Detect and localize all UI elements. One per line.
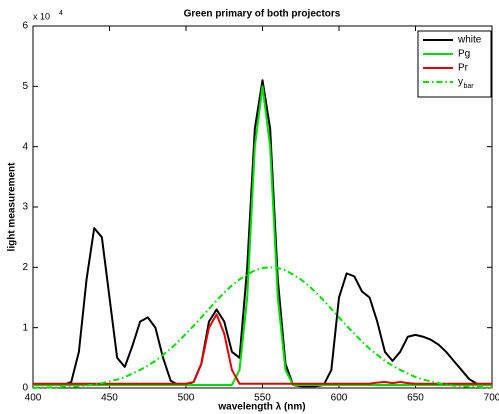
- y-tick-label: 3: [22, 202, 28, 213]
- x-tick-label: 650: [407, 393, 424, 404]
- legend-label: y: [458, 77, 463, 88]
- chart-title: Green primary of both projectors: [184, 9, 341, 20]
- legend-box: [417, 30, 492, 98]
- series-line: [33, 79, 492, 388]
- x-tick-label: 400: [25, 393, 42, 404]
- y-tick-label: 2: [22, 262, 28, 273]
- legend-label: Pg: [458, 49, 470, 60]
- y-tick-label: 1: [22, 322, 28, 333]
- series-line: [33, 313, 492, 385]
- y-multiplier-exponent: 4: [59, 10, 63, 17]
- x-tick-label: 600: [331, 393, 348, 404]
- x-tick-label: 500: [178, 393, 195, 404]
- y-tick-label: 0: [22, 383, 28, 394]
- y-tick-label: 5: [22, 81, 28, 92]
- y-tick-label: 6: [22, 21, 28, 32]
- x-axis-label: wavelength λ (nm): [217, 402, 305, 413]
- legend-label: Pr: [458, 63, 469, 74]
- y-axis-label: light measurement: [7, 162, 18, 252]
- series-line: [33, 85, 492, 386]
- series-line: [32, 266, 492, 389]
- y-tick-label: 4: [22, 141, 28, 152]
- y-multiplier: x 10: [33, 11, 50, 21]
- x-tick-label: 450: [101, 393, 118, 404]
- x-tick-label: 700: [484, 393, 499, 404]
- x-tick-label: 550: [254, 393, 271, 404]
- legend-label: white: [457, 35, 482, 46]
- legend-label-subscript: bar: [464, 83, 475, 90]
